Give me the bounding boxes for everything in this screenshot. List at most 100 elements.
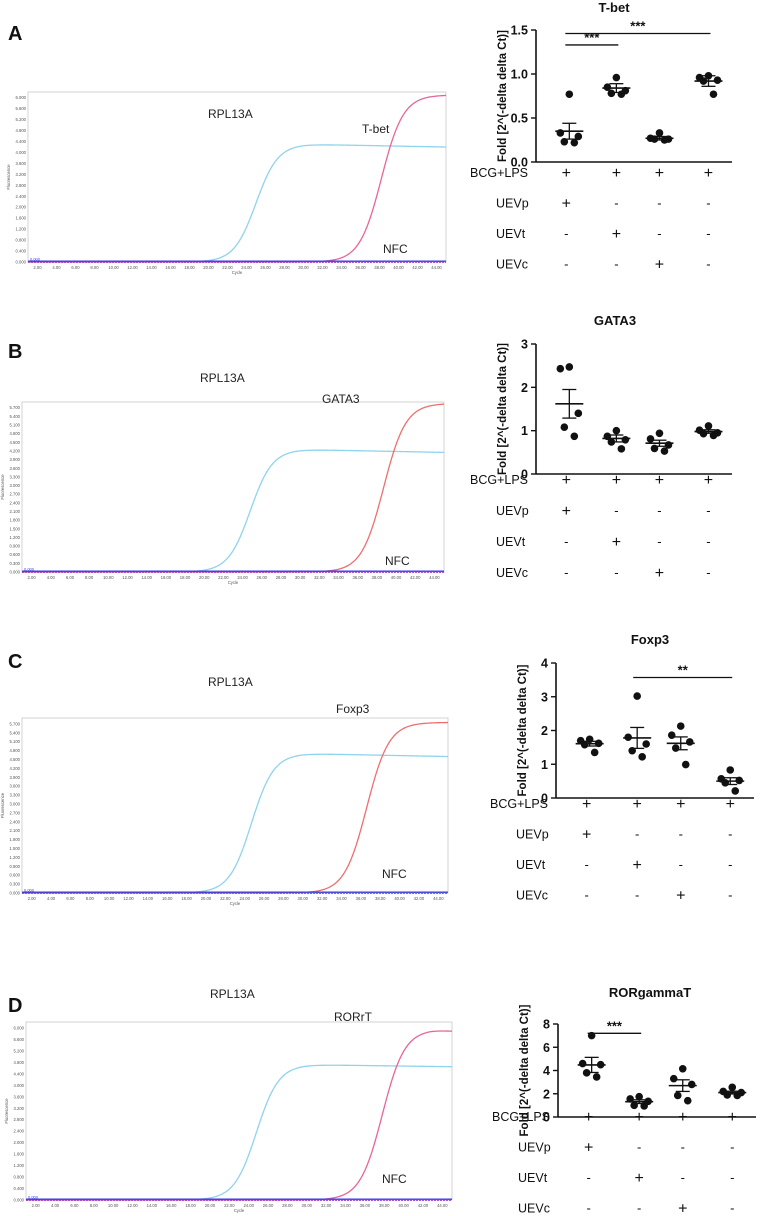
- data-point: [721, 779, 730, 787]
- treatment-row-label: UEVp: [496, 197, 529, 211]
- amp-x-tick-label: 42.00: [412, 265, 423, 270]
- treatment-mark: -: [584, 888, 588, 903]
- amp-y-tick-label: 4.500: [10, 757, 21, 762]
- dot-y-tick-label: 4: [543, 1064, 550, 1078]
- amp-x-tick-label: 44.00: [433, 896, 444, 901]
- amp-x-tick-label: 6.00: [70, 1203, 79, 1208]
- data-point: [685, 738, 694, 746]
- amp-x-tick-label: 18.00: [180, 575, 191, 580]
- treatment-mark: -: [730, 1140, 734, 1155]
- treatment-mark: -: [706, 226, 710, 241]
- amp-x-tick-label: 44.00: [429, 575, 440, 580]
- treatment-mark: -: [635, 827, 639, 842]
- data-point: [642, 740, 650, 748]
- fold-change-plot: Foxp3 0 1 2 3 4 Fold [2^(-delta delta Ct)] ** BC…: [490, 632, 754, 905]
- amp-y-tick-label: 1.800: [10, 837, 21, 842]
- data-point: [726, 766, 735, 774]
- treatment-row-label: UEVc: [518, 1202, 550, 1216]
- amp-x-tick-label: 34.00: [340, 1203, 351, 1208]
- amp-y-tick-label: 0.900: [10, 864, 21, 869]
- amp-y-axis-label: Fluorescence: [6, 164, 11, 190]
- amp-y-tick-label: 3.900: [10, 775, 21, 780]
- data-point: [667, 731, 676, 740]
- amp-x-tick-label: 44.00: [437, 1203, 448, 1208]
- amp-x-tick-label: 16.00: [165, 265, 176, 270]
- amp-y-tick-label: 4.200: [10, 766, 21, 771]
- amp-x-tick-label: 24.00: [237, 575, 248, 580]
- amp-y-tick-label: 0.000: [10, 891, 21, 896]
- amp-y-tick-label: 4.000: [16, 150, 27, 155]
- amp-x-tick-label: 12.00: [123, 896, 134, 901]
- treatment-mark: -: [681, 1170, 685, 1185]
- treatment-mark: -: [564, 257, 568, 272]
- treatment-mark: +: [676, 888, 685, 905]
- amplification-plot: 0.0000.4000.8001.2001.6002.0002.4002.800…: [6, 91, 447, 275]
- treatment-mark: -: [706, 257, 710, 272]
- nfc-label: NFC: [385, 554, 410, 568]
- treatment-mark: +: [655, 565, 664, 582]
- amp-frame: [21, 401, 445, 573]
- data-point: [671, 744, 680, 752]
- amp-y-tick-label: 1.200: [14, 1163, 25, 1168]
- amp-y-tick-label: 2.400: [16, 194, 27, 199]
- amp-y-axis-label: Fluorescence: [4, 1098, 9, 1124]
- amp-y-tick-label: 3.600: [14, 1094, 25, 1099]
- amp-y-tick-label: 0.400: [16, 249, 27, 254]
- amp-x-axis-label: Cycle: [232, 270, 243, 275]
- treatment-mark: -: [614, 196, 618, 211]
- amp-x-tick-label: 14.00: [146, 265, 157, 270]
- treatment-mark: +: [633, 796, 642, 813]
- treatment-mark: -: [706, 565, 710, 580]
- amp-x-axis-label: Cycle: [230, 901, 241, 906]
- treatment-row-label: UEVt: [496, 227, 526, 241]
- amp-y-tick-label: 2.100: [10, 509, 21, 514]
- amp-x-tick-label: 42.00: [414, 896, 425, 901]
- amp-y-tick-label: 1.500: [10, 526, 21, 531]
- data-point: [592, 1073, 601, 1081]
- data-point: [731, 787, 740, 795]
- reference-gene-curve: [22, 449, 445, 573]
- treatment-mark: -: [635, 888, 639, 903]
- dot-y-tick-label: 0: [543, 1111, 550, 1125]
- amp-x-tick-label: 22.00: [218, 575, 229, 580]
- amp-y-tick-label: 4.800: [16, 128, 27, 133]
- treatment-mark: +: [655, 257, 664, 274]
- data-point: [678, 1064, 687, 1073]
- amp-y-tick-label: 6.000: [14, 1026, 25, 1031]
- data-point: [681, 760, 690, 769]
- treatment-mark: +: [676, 796, 685, 813]
- amp-y-tick-label: 1.800: [10, 518, 21, 523]
- target-gene-label: Foxp3: [336, 702, 370, 716]
- amp-x-tick-label: 6.00: [71, 265, 80, 270]
- dot-plot-title: GATA3: [594, 313, 636, 328]
- dot-y-tick-label: 0.5: [511, 112, 528, 126]
- data-point: [574, 409, 583, 418]
- treatment-mark: +: [562, 472, 571, 489]
- fold-change-plot: GATA3 0 1 2 3 Fold [2^(-delta delta Ct)]BCG+L…: [470, 313, 732, 582]
- amp-y-tick-label: 3.200: [14, 1106, 25, 1111]
- data-point: [650, 135, 659, 143]
- data-point: [560, 423, 569, 432]
- dot-y-tick-label: 2: [541, 724, 548, 738]
- amp-y-tick-label: 0.600: [10, 873, 21, 878]
- amp-y-tick-label: 0.000: [10, 570, 21, 575]
- treatment-mark: -: [728, 857, 732, 872]
- reference-gene-label: RPL13A: [208, 107, 253, 121]
- treatment-mark: -: [584, 857, 588, 872]
- treatment-mark: -: [706, 196, 710, 211]
- amp-x-tick-label: 32.00: [321, 1203, 332, 1208]
- data-point: [580, 740, 589, 749]
- treatment-mark: -: [586, 1201, 590, 1216]
- amp-y-tick-label: 5.600: [16, 106, 27, 111]
- amp-x-tick-label: 22.00: [220, 896, 231, 901]
- treatment-mark: +: [726, 796, 735, 813]
- data-point: [709, 90, 718, 99]
- amp-x-tick-label: 12.00: [127, 1203, 138, 1208]
- amp-x-tick-label: 38.00: [375, 896, 386, 901]
- amp-y-tick-label: 5.700: [10, 405, 21, 410]
- treatment-row-label: BCG+LPS: [470, 166, 528, 180]
- amp-threshold-label: 0.000: [30, 257, 41, 262]
- significance-label: ***: [630, 19, 646, 34]
- amp-x-tick-label: 36.00: [355, 265, 366, 270]
- amp-x-tick-label: 30.00: [298, 265, 309, 270]
